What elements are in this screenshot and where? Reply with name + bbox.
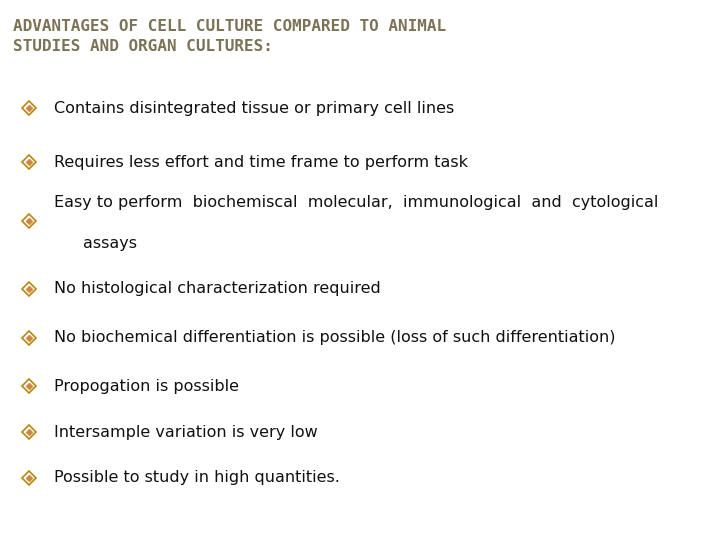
Text: Easy to perform  biochemiscal  molecular,  immunological  and  cytological: Easy to perform biochemiscal molecular, … <box>54 195 658 210</box>
Text: Requires less effort and time frame to perform task: Requires less effort and time frame to p… <box>54 154 468 170</box>
Text: Contains disintegrated tissue or primary cell lines: Contains disintegrated tissue or primary… <box>54 100 454 116</box>
Text: No biochemical differentiation is possible (loss of such differentiation): No biochemical differentiation is possib… <box>54 330 616 345</box>
Text: assays: assays <box>83 235 137 251</box>
Text: No histological characterization required: No histological characterization require… <box>54 281 381 296</box>
Text: Possible to study in high quantities.: Possible to study in high quantities. <box>54 470 340 485</box>
Text: Propogation is possible: Propogation is possible <box>54 379 239 394</box>
Text: ADVANTAGES OF CELL CULTURE COMPARED TO ANIMAL
STUDIES AND ORGAN CULTURES:: ADVANTAGES OF CELL CULTURE COMPARED TO A… <box>13 19 446 55</box>
Text: Intersample variation is very low: Intersample variation is very low <box>54 424 318 440</box>
